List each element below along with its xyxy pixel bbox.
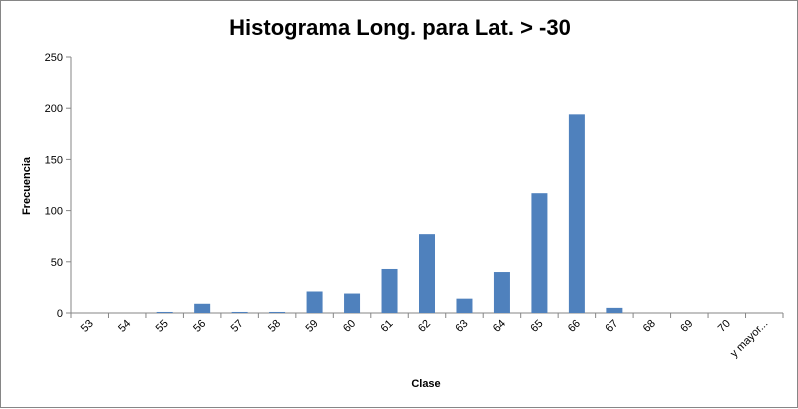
x-tick-label: 64 [491, 318, 508, 335]
x-tick-label: 66 [566, 318, 583, 335]
x-tick-label: y mayor... [728, 318, 770, 360]
x-tick-label: 53 [79, 318, 96, 335]
bar [269, 311, 286, 313]
y-axis-title: Frecuencia [21, 156, 33, 215]
bar [456, 298, 473, 313]
x-tick-label: 69 [678, 318, 695, 335]
y-tick-label: 200 [45, 103, 63, 115]
bar [568, 114, 585, 314]
x-tick-label: 59 [304, 318, 321, 335]
x-tick-label: 61 [379, 318, 396, 335]
bar [156, 311, 173, 313]
x-tick-label: 62 [416, 318, 433, 335]
x-tick-label: 58 [266, 318, 283, 335]
x-axis-title: Clase [411, 378, 440, 390]
plot-area: 0 50 100 150 200 250 53 54 55 56 57 58 59 60 61 62 63 64 6… [45, 52, 784, 360]
x-tick-label: 70 [716, 318, 733, 335]
x-tick-label: 65 [528, 318, 545, 335]
x-tick-label: 60 [341, 318, 358, 335]
y-tick-label: 50 [51, 257, 63, 269]
bar [306, 291, 323, 313]
y-tick-label: 150 [45, 154, 63, 166]
x-tick-label: 56 [191, 318, 208, 335]
y-tick-label: 100 [45, 206, 63, 218]
x-tick-label: 57 [229, 318, 246, 335]
y-tick-label: 0 [57, 308, 63, 320]
bar [419, 234, 435, 313]
bar [531, 193, 548, 313]
bar [606, 307, 623, 313]
x-tick-label: 67 [603, 318, 620, 335]
bar [194, 303, 211, 313]
bar [493, 272, 510, 313]
x-tick-label: 63 [453, 318, 470, 335]
bar [381, 268, 398, 313]
y-tick-label: 250 [45, 52, 63, 64]
chart-title: Histograma Long. para Lat. > -30 [229, 15, 571, 40]
x-tick-label: 55 [154, 318, 171, 335]
bar [344, 293, 361, 313]
x-tick-label: 54 [116, 318, 133, 335]
bar [231, 311, 248, 313]
x-tick-label: 68 [641, 318, 658, 335]
